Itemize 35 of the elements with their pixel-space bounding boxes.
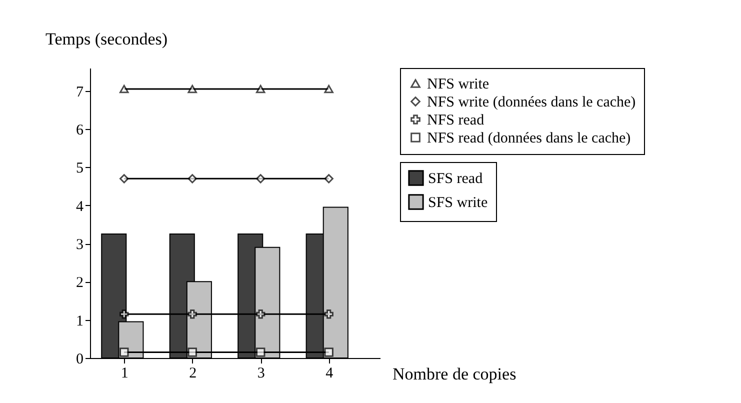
y-axis-title: Temps (secondes) (46, 30, 168, 48)
legend-label: SFS read (428, 171, 484, 187)
y-tick-label: 1 (76, 313, 84, 330)
y-tick-label: 3 (76, 237, 84, 254)
point (256, 174, 266, 184)
x-tick-label: 4 (326, 366, 334, 382)
legend-label: NFS read (données dans le cache) (427, 130, 631, 146)
point (324, 309, 334, 319)
point (119, 174, 129, 184)
x-tick-label: 1 (120, 366, 128, 382)
y-tick-label: 4 (76, 198, 84, 215)
y-tick-label: 2 (76, 275, 84, 292)
legend-label: NFS write (427, 76, 490, 92)
point (188, 174, 197, 184)
y-tick-label: 7 (76, 84, 84, 100)
point (119, 309, 129, 319)
x-tick-label: 2 (189, 366, 197, 382)
legend-label: NFS read (427, 112, 485, 128)
x-axis-title: Nombre de copies (392, 364, 516, 384)
y-tick-label: 0 (76, 352, 84, 368)
y-tick-label: 6 (76, 122, 84, 139)
point (188, 309, 197, 319)
point (188, 348, 197, 357)
legend-label: SFS write (428, 195, 488, 211)
legend-label: NFS write (données dans le cache) (427, 94, 636, 110)
point (256, 84, 266, 94)
point (119, 84, 129, 94)
x-tick-label: 3 (257, 366, 265, 382)
point (119, 348, 129, 357)
point (324, 84, 334, 94)
y-tick-label: 5 (76, 160, 84, 177)
point (256, 309, 266, 319)
point (256, 348, 266, 357)
point (188, 84, 197, 94)
point (324, 348, 334, 357)
